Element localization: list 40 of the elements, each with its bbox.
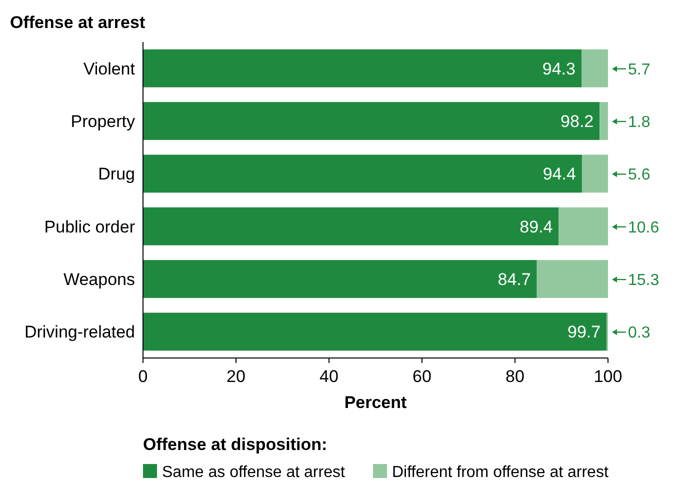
data-label: 94.4 <box>542 164 576 184</box>
bar <box>143 312 607 351</box>
y-tick-label: Public order <box>44 217 136 236</box>
x-tick-label: 0 <box>138 367 148 386</box>
data-label: 1.8 <box>628 114 650 131</box>
bar <box>143 154 582 193</box>
x-tick-label: 80 <box>506 367 524 386</box>
y-tick-label: Driving-related <box>24 322 135 342</box>
x-tick-label: 100 <box>594 367 622 386</box>
x-tick-label: 40 <box>320 367 338 386</box>
data-label: 5.6 <box>628 166 650 184</box>
data-label: 15.3 <box>628 272 660 289</box>
data-label: 0.3 <box>628 324 650 342</box>
x-tick-label: 60 <box>412 367 432 386</box>
bar <box>143 260 537 298</box>
y-tick-label: Property <box>70 112 136 131</box>
bar <box>581 49 608 88</box>
y-axis-title: Offense at arrest <box>10 13 146 32</box>
data-label: 98.2 <box>560 112 594 131</box>
bar <box>558 207 608 246</box>
x-tick-label: 20 <box>226 367 246 386</box>
bar <box>582 154 608 193</box>
data-label: 99.7 <box>568 322 601 342</box>
y-tick-label: Violent <box>83 59 136 78</box>
y-tick-label: Drug <box>98 164 135 184</box>
bar <box>143 49 582 88</box>
data-label: 84.7 <box>498 270 531 289</box>
data-label: 94.3 <box>542 59 576 78</box>
data-label: 5.7 <box>628 61 650 78</box>
legend-title: Offense at disposition: <box>143 435 328 454</box>
bar <box>600 102 608 140</box>
bar <box>143 102 600 140</box>
x-axis-title: Percent <box>344 393 408 412</box>
bar <box>536 260 608 298</box>
y-tick-label: Weapons <box>63 270 135 289</box>
legend-label: Same as offense at arrest <box>162 464 346 481</box>
legend-label: Different from offense at arrest <box>392 464 609 481</box>
bar <box>143 207 559 246</box>
data-label: 10.6 <box>628 219 660 236</box>
data-label: 89.4 <box>520 217 553 236</box>
